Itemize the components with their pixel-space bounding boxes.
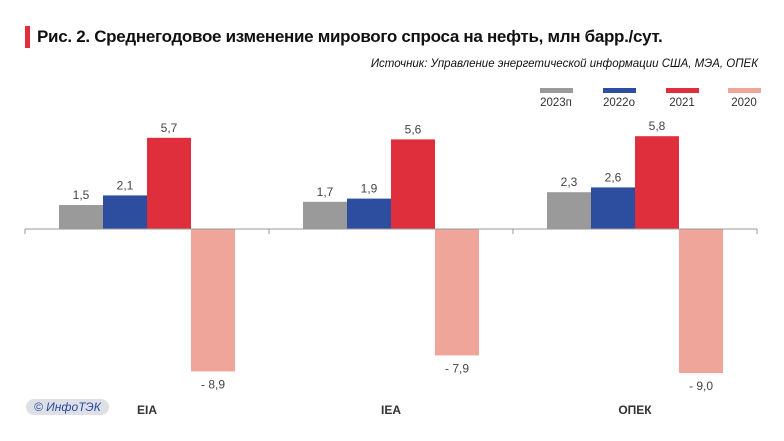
data-label: 2,1 bbox=[117, 178, 134, 192]
legend-label: 2023п bbox=[540, 97, 572, 109]
data-label: 5,7 bbox=[161, 121, 178, 135]
bar-ОПЕК-2021 bbox=[635, 136, 679, 229]
x-tick-label: ОПЕК bbox=[618, 403, 652, 417]
x-tick-label: IEA bbox=[381, 403, 401, 417]
data-label: 1,7 bbox=[317, 185, 334, 199]
legend-swatch-2022о bbox=[603, 88, 636, 93]
legend-swatch-2021 bbox=[666, 88, 699, 93]
bar-IEA-2023п bbox=[303, 201, 347, 229]
bar-ОПЕК-2022о bbox=[591, 187, 635, 229]
bar-IEA-2022о bbox=[347, 198, 391, 229]
data-label: 1,5 bbox=[73, 188, 90, 202]
legend-label: 2022о bbox=[603, 97, 635, 109]
bar-EIA-2020 bbox=[191, 229, 235, 372]
bar-EIA-2022о bbox=[103, 195, 147, 229]
bar-IEA-2020 bbox=[435, 229, 479, 356]
title-accent bbox=[25, 26, 30, 48]
chart-title: Рис. 2. Среднегодовое изменение мирового… bbox=[37, 27, 663, 46]
legend-label: 2020 bbox=[731, 97, 757, 109]
data-label: - 8,9 bbox=[201, 377, 225, 391]
bar-ОПЕК-2023п bbox=[547, 192, 591, 229]
infotek-logo: © ИнфоТЭК bbox=[26, 399, 109, 415]
x-tick-label: EIA bbox=[137, 403, 157, 417]
bar-IEA-2021 bbox=[391, 139, 435, 229]
data-label: 1,9 bbox=[361, 182, 378, 196]
bar-EIA-2021 bbox=[147, 137, 191, 229]
data-label: 2,3 bbox=[561, 175, 578, 189]
data-label: - 9,0 bbox=[689, 379, 713, 393]
legend-label: 2021 bbox=[669, 97, 695, 109]
legend-swatch-2023п bbox=[540, 88, 573, 93]
data-label: 2,6 bbox=[605, 170, 622, 184]
data-label: 5,8 bbox=[649, 119, 666, 133]
bar-ОПЕК-2020 bbox=[679, 229, 723, 373]
data-label: - 7,9 bbox=[445, 361, 469, 375]
data-label: 5,6 bbox=[405, 122, 422, 136]
bar-EIA-2023п bbox=[59, 205, 103, 229]
chart-source: Источник: Управление энергетической инфо… bbox=[370, 58, 758, 70]
legend-swatch-2020 bbox=[728, 88, 761, 93]
